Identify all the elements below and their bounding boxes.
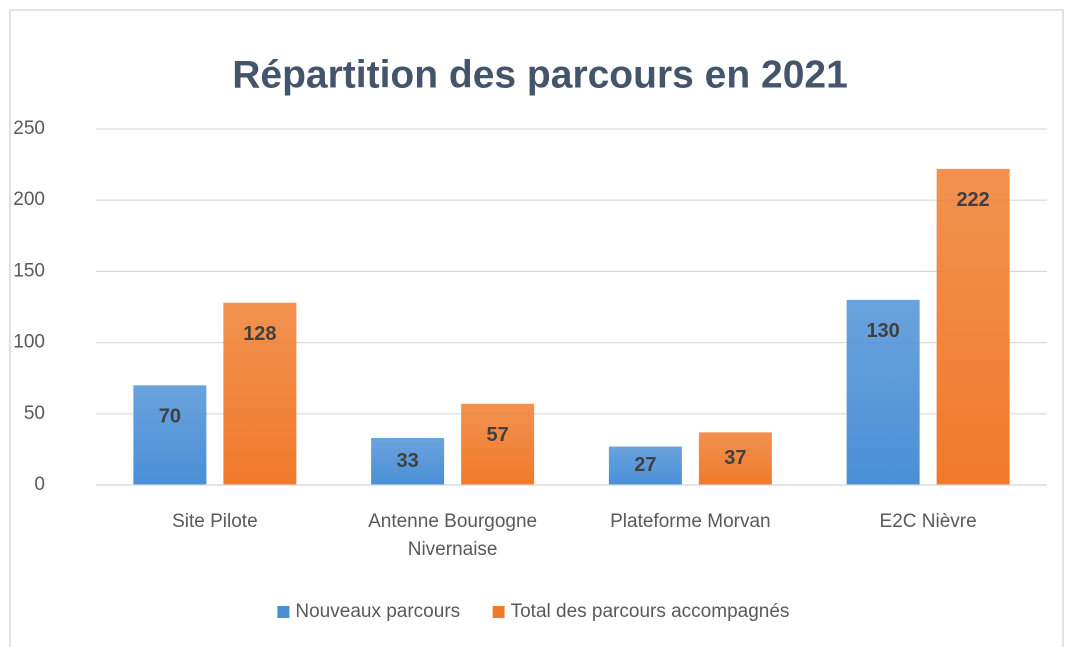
value-label: 222 — [956, 189, 989, 211]
bar — [223, 302, 297, 485]
y-tick-label: 200 — [13, 189, 45, 210]
value-label: 27 — [634, 454, 656, 476]
legend-swatch — [492, 606, 505, 618]
value-label: 33 — [397, 450, 419, 472]
bar — [371, 438, 445, 485]
legend-label: Total des parcours accompagnés — [511, 601, 790, 622]
value-label: 57 — [487, 424, 509, 446]
bar — [133, 385, 207, 485]
legend-label: Nouveaux parcours — [295, 601, 460, 622]
bar — [936, 168, 1010, 485]
value-label: 130 — [866, 320, 899, 342]
x-tick-label: Antenne Bourgogne Nivernaise — [368, 511, 538, 560]
x-tick-label: Plateforme Morvan — [610, 511, 771, 532]
value-label: 128 — [243, 323, 276, 345]
y-tick-label: 0 — [34, 474, 45, 495]
legend-swatch — [277, 606, 290, 618]
x-tick-label: Site Pilote — [172, 511, 258, 532]
bar — [608, 446, 682, 485]
y-tick-label: 250 — [13, 118, 45, 139]
x-tick-label: E2C Nièvre — [879, 511, 977, 532]
value-label: 37 — [724, 447, 746, 469]
y-tick-label: 150 — [13, 260, 45, 281]
bar — [698, 432, 772, 485]
bar — [846, 299, 920, 485]
chart-title: Répartition des parcours en 2021 — [232, 53, 848, 96]
y-tick-label: 50 — [24, 403, 45, 424]
value-label: 70 — [159, 406, 181, 428]
bar — [461, 403, 535, 485]
y-tick-label: 100 — [13, 332, 45, 353]
